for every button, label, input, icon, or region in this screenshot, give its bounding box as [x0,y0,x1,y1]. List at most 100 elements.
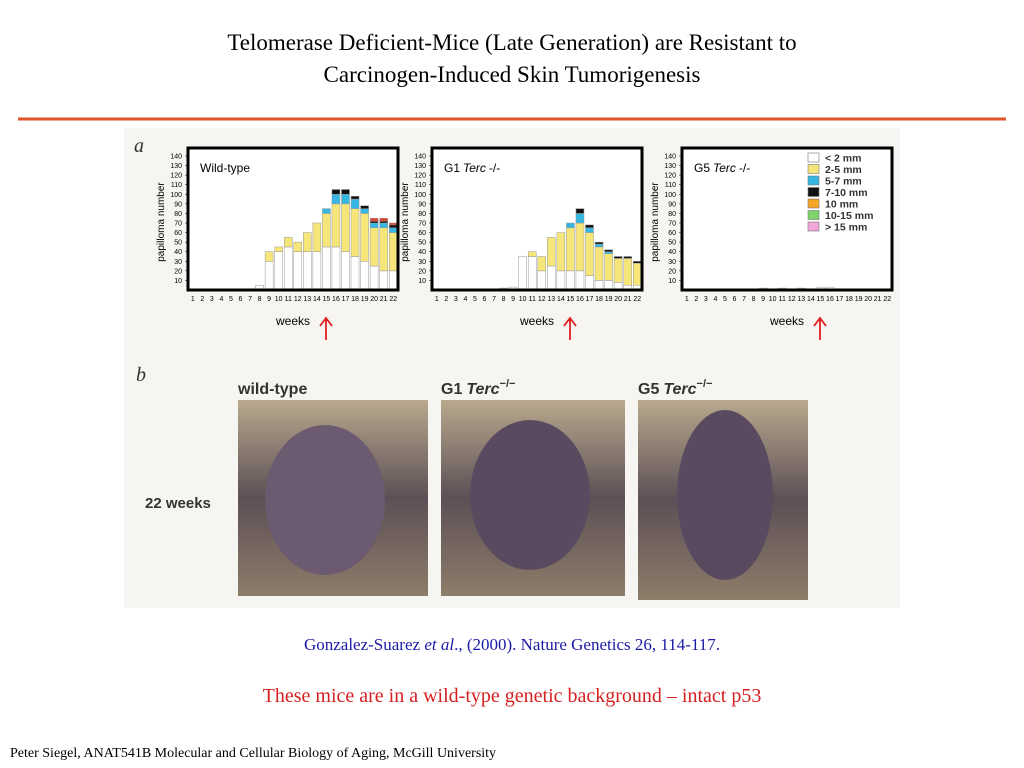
photo-label-text: wild-type [237,381,307,398]
bar-segment [566,270,575,291]
legend-swatch [807,210,820,220]
plot-background [682,148,892,290]
panel-letter: a [134,135,144,157]
legend-label: 10-15 mm [825,210,873,222]
bar-segment [575,270,585,291]
bar-segment [613,258,623,283]
y-tick-label: 110 [665,182,676,189]
x-tick-label: 3 [704,296,708,303]
bar-segment [274,246,283,252]
y-tick-label: 30 [668,259,676,266]
bar-segment [360,205,369,209]
y-tick-label: 30 [418,259,426,266]
chart-title-text: G5 [694,161,710,175]
y-tick-label: 80 [418,211,426,218]
chart-title-text: G1 [444,161,460,175]
x-tick-label: 21 [380,296,388,303]
y-tick-label: 90 [418,201,426,208]
legend-swatch [807,187,820,197]
bar-segment [341,203,350,252]
y-tick-label: 50 [174,240,182,247]
y-tick-label: 60 [174,230,182,237]
bar-segment [379,227,388,272]
x-tick-label: 4 [463,296,467,303]
y-tick-label: 60 [418,230,426,237]
chart-title-italic: Terc [713,161,736,175]
bar-segment [322,213,331,248]
x-tick-label: 16 [576,296,584,303]
bar-segment [604,253,613,281]
bar-segment [379,270,388,291]
x-tick-label: 7 [248,296,252,303]
y-tick-label: 120 [170,173,182,180]
bar-segment [594,246,604,281]
bar-segment [604,251,613,254]
arrow [563,316,577,340]
x-tick-label: 4 [219,296,223,303]
x-tick-label: 2 [200,296,204,303]
bar-segment [331,203,341,248]
bar-segment [369,220,379,224]
arrow [319,316,333,340]
x-tick-label: 5 [473,296,477,303]
bar-segment [388,222,398,226]
x-tick-label: 16 [332,296,340,303]
y-tick-label: 70 [668,221,676,228]
bar-segment [613,256,623,259]
bar-segment [274,251,283,291]
y-tick-label: 100 [170,192,182,199]
x-tick-label: 19 [361,296,369,303]
photo-label: wild-type [237,381,307,398]
bar-segment [623,258,632,286]
bar-segment [369,217,379,222]
y-axis-label: papilloma number [650,182,661,262]
y-tick-label: 90 [668,201,676,208]
x-tick-label: 14 [557,296,565,303]
bar-segment [594,243,604,248]
legend-label: < 2 mm [825,153,861,165]
y-tick-label: 140 [170,154,182,161]
legend-swatch [807,198,820,209]
legend-label: 10 mm [825,199,858,211]
y-tick-label: 120 [664,173,676,180]
x-axis-label: weeks [769,314,804,328]
x-tick-label: 12 [538,296,546,303]
bar-segment [331,189,341,195]
panel-letter: b [136,364,146,386]
y-tick-label: 20 [418,268,426,275]
y-tick-label: 60 [668,230,676,237]
x-tick-label: 12 [788,296,796,303]
citation-rest: ., (2000). Nature Genetics 26, 114-117. [454,635,720,654]
bar-segment [264,261,274,291]
x-tick-label: 7 [742,296,746,303]
y-tick-label: 90 [174,201,182,208]
y-tick-label: 140 [664,154,676,161]
bar-segment [341,194,350,205]
legend-label: > 15 mm [825,222,867,234]
y-tick-label: 10 [418,278,426,285]
mouse [265,425,385,575]
mouse [470,420,590,570]
y-tick-label: 80 [668,211,676,218]
y-tick-label: 50 [418,240,426,247]
bar-segment [331,246,341,291]
bar-segment [594,241,604,245]
note: These mice are in a wild-type genetic ba… [263,685,762,707]
x-tick-label: 14 [807,296,815,303]
legend-swatch [807,221,820,232]
x-tick-label: 22 [633,296,641,303]
bar-segment [388,270,398,291]
bar-segment [537,270,547,291]
footer: Peter Siegel, ANAT541B Molecular and Cel… [10,746,496,761]
chart-title: Wild-type [200,161,250,175]
chart-title: G1 Terc -/- [444,161,500,175]
bar-segment [341,251,350,291]
x-tick-label: 11 [285,296,292,303]
y-tick-label: 130 [664,163,676,170]
y-tick-label: 30 [174,259,182,266]
x-tick-label: 8 [258,296,262,303]
x-tick-label: 15 [323,296,331,303]
y-tick-label: 10 [668,278,676,285]
x-tick-label: 3 [210,296,214,303]
citation-author: Gonzalez-Suarez [304,635,424,654]
